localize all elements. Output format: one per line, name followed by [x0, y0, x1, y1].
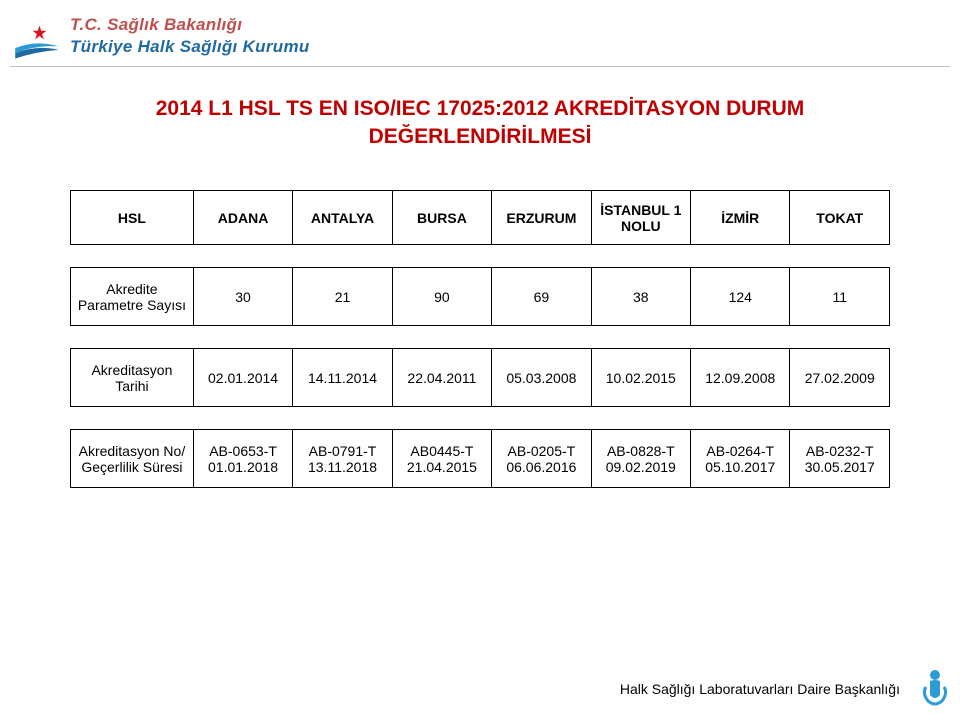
cell: AB-0205-T 06.06.2016 [492, 430, 591, 488]
cell: 69 [492, 268, 591, 326]
tables-container: HSL ADANA ANTALYA BURSA ERZURUM İSTANBUL… [70, 190, 890, 488]
footer-logo-icon [918, 667, 952, 707]
table-section-date: Akreditasyon Tarihi 02.01.2014 14.11.201… [70, 348, 890, 407]
col-erzurum: ERZURUM [492, 191, 591, 245]
footer-text: Halk Sağlığı Laboratuvarları Daire Başka… [620, 681, 900, 697]
table-section-param-count: Akredite Parametre Sayısı 30 21 90 69 38… [70, 267, 890, 326]
header-divider [10, 66, 950, 67]
cell: 124 [691, 268, 790, 326]
col-istanbul: İSTANBUL 1 NOLU [591, 191, 690, 245]
row-label-params: Akredite Parametre Sayısı [71, 268, 194, 326]
page-title: 2014 L1 HSL TS EN ISO/IEC 17025:2012 AKR… [0, 95, 960, 152]
table-row: HSL ADANA ANTALYA BURSA ERZURUM İSTANBUL… [71, 191, 890, 245]
cell: 38 [591, 268, 690, 326]
cell: AB-0791-T 13.11.2018 [293, 430, 392, 488]
agency-name: Türkiye Halk Sağlığı Kurumu [70, 37, 310, 57]
accreditation-table-params: Akredite Parametre Sayısı 30 21 90 69 38… [70, 267, 890, 326]
col-bursa: BURSA [392, 191, 491, 245]
cell: 02.01.2014 [193, 349, 292, 407]
cell: 11 [790, 268, 890, 326]
col-adana: ADANA [193, 191, 292, 245]
cell: AB-0828-T 09.02.2019 [591, 430, 690, 488]
cell: 21 [293, 268, 392, 326]
cell: 10.02.2015 [591, 349, 690, 407]
cell: 05.03.2008 [492, 349, 591, 407]
table-section-validity: Akreditasyon No/ Geçerlilik Süresi AB-06… [70, 429, 890, 488]
table-row: Akredite Parametre Sayısı 30 21 90 69 38… [71, 268, 890, 326]
cell: 90 [392, 268, 491, 326]
cell: AB-0653-T 01.01.2018 [193, 430, 292, 488]
header: T.C. Sağlık Bakanlığı Türkiye Halk Sağlı… [10, 10, 310, 62]
accreditation-table-validity: Akreditasyon No/ Geçerlilik Süresi AB-06… [70, 429, 890, 488]
col-hsl: HSL [71, 191, 194, 245]
accreditation-table-header: HSL ADANA ANTALYA BURSA ERZURUM İSTANBUL… [70, 190, 890, 245]
cell: 12.09.2008 [691, 349, 790, 407]
accreditation-table-date: Akreditasyon Tarihi 02.01.2014 14.11.201… [70, 348, 890, 407]
cell: 30 [193, 268, 292, 326]
ministry-name: T.C. Sağlık Bakanlığı [70, 15, 310, 35]
cell: 22.04.2011 [392, 349, 491, 407]
cell: AB-0264-T 05.10.2017 [691, 430, 790, 488]
cell: 27.02.2009 [790, 349, 890, 407]
cell: AB-0232-T 30.05.2017 [790, 430, 890, 488]
cell: 14.11.2014 [293, 349, 392, 407]
table-row: Akreditasyon Tarihi 02.01.2014 14.11.201… [71, 349, 890, 407]
row-label-date: Akreditasyon Tarihi [71, 349, 194, 407]
col-tokat: TOKAT [790, 191, 890, 245]
table-section-header: HSL ADANA ANTALYA BURSA ERZURUM İSTANBUL… [70, 190, 890, 245]
header-text: T.C. Sağlık Bakanlığı Türkiye Halk Sağlı… [70, 15, 310, 57]
col-antalya: ANTALYA [293, 191, 392, 245]
cell: AB0445-T 21.04.2015 [392, 430, 491, 488]
ministry-logo-icon [10, 10, 62, 62]
table-row: Akreditasyon No/ Geçerlilik Süresi AB-06… [71, 430, 890, 488]
row-label-validity: Akreditasyon No/ Geçerlilik Süresi [71, 430, 194, 488]
col-izmir: İZMİR [691, 191, 790, 245]
